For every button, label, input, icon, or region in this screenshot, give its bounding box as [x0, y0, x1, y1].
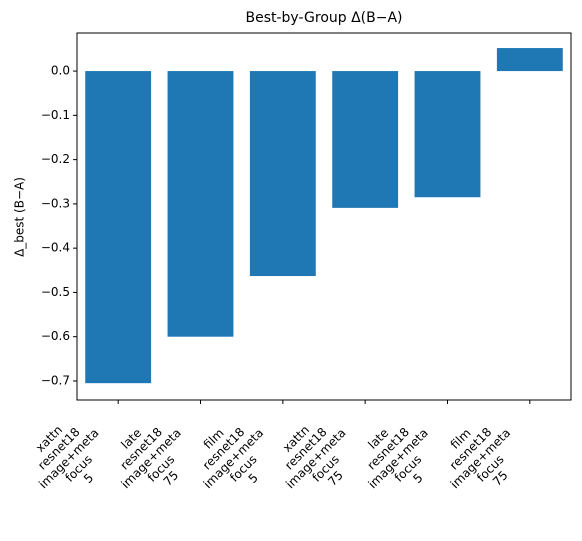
- y-tick-label: −0.3: [41, 196, 70, 210]
- bar: [332, 71, 399, 208]
- y-tick-label: −0.4: [41, 241, 70, 255]
- bar: [496, 48, 563, 72]
- x-tick-label-line: 5: [81, 471, 96, 486]
- y-tick-label: −0.5: [41, 285, 70, 299]
- y-tick-label: −0.1: [41, 108, 70, 122]
- chart-title: Best-by-Group Δ(B−A): [245, 10, 402, 26]
- axes-frame: [76, 32, 572, 401]
- y-tick-label: −0.2: [41, 152, 70, 166]
- bar: [167, 71, 234, 337]
- y-tick-label: −0.7: [41, 373, 70, 387]
- bar: [414, 71, 481, 198]
- y-tick-label: 0.0: [51, 64, 70, 78]
- y-axis-label: Δ_best (B−A): [13, 177, 27, 257]
- bar: [249, 71, 316, 277]
- x-tick-label-line: 5: [410, 471, 425, 486]
- bar: [85, 71, 152, 384]
- x-tick-label-line: 5: [246, 471, 261, 486]
- y-tick-label: −0.6: [41, 329, 70, 343]
